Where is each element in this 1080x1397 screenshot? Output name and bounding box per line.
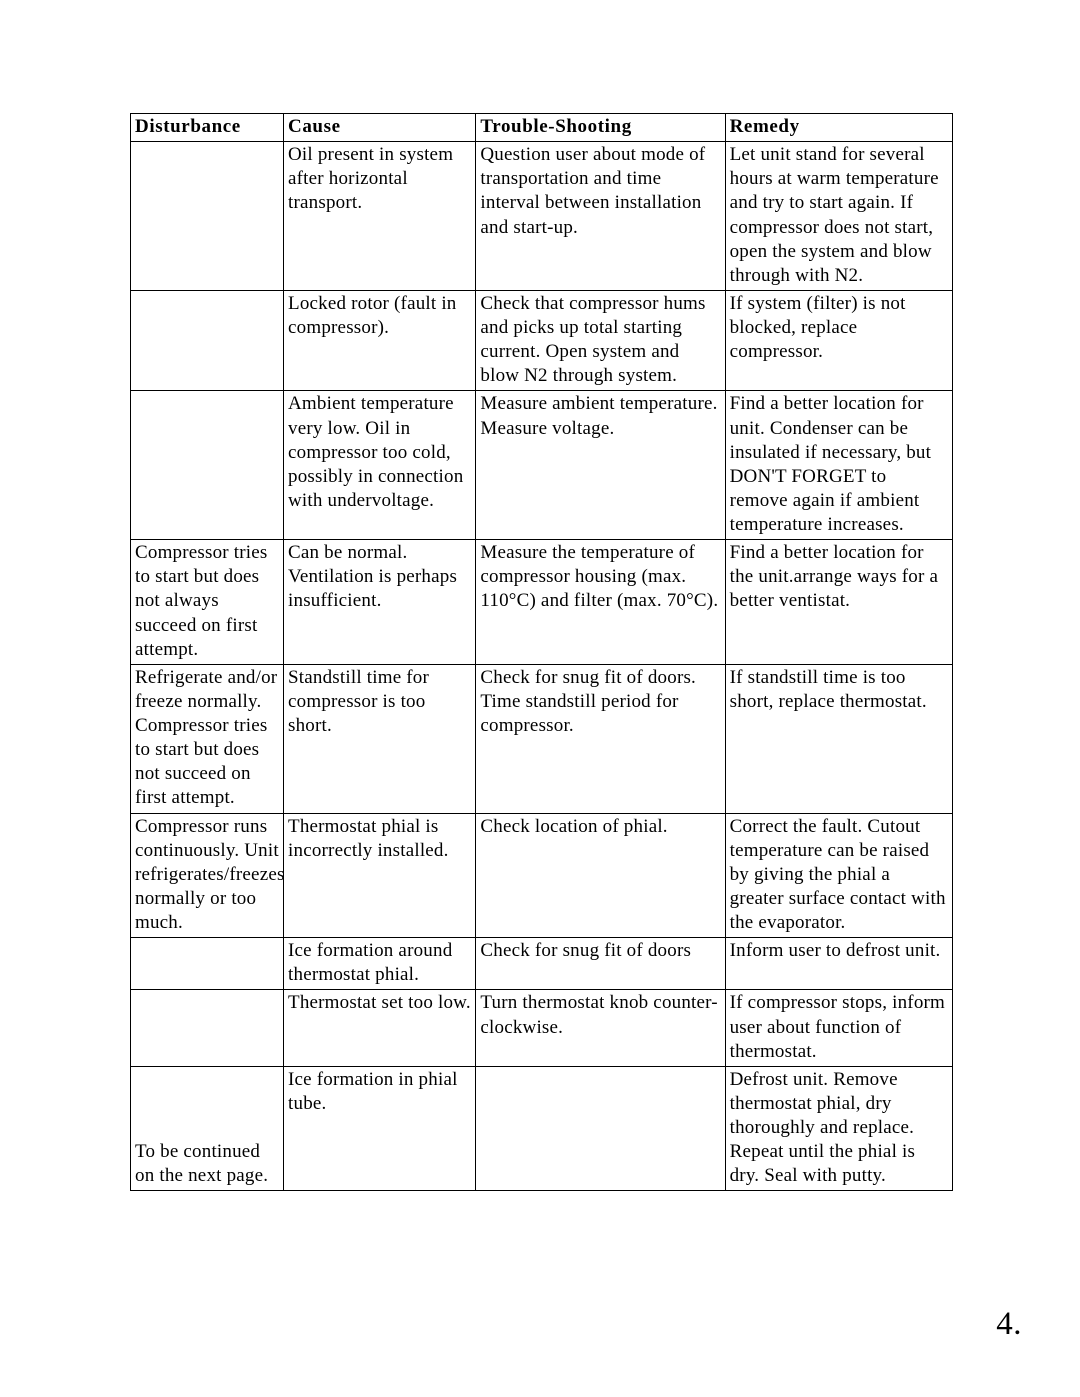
cell-disturbance xyxy=(131,142,284,291)
cell-disturbance-continued: To be continued on the next page. xyxy=(131,1066,284,1191)
cell-remedy: Find a better location for the unit.arra… xyxy=(725,540,952,665)
table-row: Ambient temperature very low. Oil in com… xyxy=(131,391,953,540)
cell-trouble: Turn thermostat knob counter-clockwise. xyxy=(476,990,725,1066)
page: Disturbance Cause Trouble-Shooting Remed… xyxy=(0,0,1080,1397)
cell-remedy: Correct the fault. Cutout temperature ca… xyxy=(725,813,952,938)
cell-disturbance xyxy=(131,990,284,1066)
troubleshooting-table: Disturbance Cause Trouble-Shooting Remed… xyxy=(130,113,953,1191)
cell-disturbance xyxy=(131,391,284,540)
cell-cause: Can be normal. Ventilation is perhaps in… xyxy=(284,540,476,665)
table-row: Locked rotor (fault in compressor). Chec… xyxy=(131,290,953,391)
table-row: Refrigerate and/or freeze normally. Comp… xyxy=(131,664,953,813)
table-row: Compressor runs continuously. Unit refri… xyxy=(131,813,953,938)
header-cause: Cause xyxy=(284,114,476,142)
page-number: 4. xyxy=(996,1306,1022,1343)
cell-cause: Thermostat phial is incorrectly installe… xyxy=(284,813,476,938)
cell-remedy: Let unit stand for several hours at warm… xyxy=(725,142,952,291)
table-row: To be continued on the next page. Ice fo… xyxy=(131,1066,953,1191)
cell-cause: Ice formation in phial tube. xyxy=(284,1066,476,1191)
cell-remedy: If system (filter) is not blocked, repla… xyxy=(725,290,952,391)
cell-remedy: If compressor stops, inform user about f… xyxy=(725,990,952,1066)
cell-trouble: Check location of phial. xyxy=(476,813,725,938)
table-row: Ice formation around thermostat phial. C… xyxy=(131,938,953,990)
cell-trouble: Check for snug fit of doors. Time stands… xyxy=(476,664,725,813)
cell-disturbance xyxy=(131,938,284,990)
header-disturbance: Disturbance xyxy=(131,114,284,142)
cell-trouble: Measure ambient temperature. Measure vol… xyxy=(476,391,725,540)
cell-trouble xyxy=(476,1066,725,1191)
header-remedy: Remedy xyxy=(725,114,952,142)
table-row: Oil present in system after horizontal t… xyxy=(131,142,953,291)
cell-cause: Ice formation around thermostat phial. xyxy=(284,938,476,990)
table-row: Compressor tries to start but does not a… xyxy=(131,540,953,665)
cell-cause: Thermostat set too low. xyxy=(284,990,476,1066)
cell-cause: Locked rotor (fault in compressor). xyxy=(284,290,476,391)
header-trouble: Trouble-Shooting xyxy=(476,114,725,142)
cell-remedy: Inform user to defrost unit. xyxy=(725,938,952,990)
cell-trouble: Check that compressor hums and picks up … xyxy=(476,290,725,391)
cell-cause: Standstill time for compressor is too sh… xyxy=(284,664,476,813)
table-header-row: Disturbance Cause Trouble-Shooting Remed… xyxy=(131,114,953,142)
cell-cause: Oil present in system after horizontal t… xyxy=(284,142,476,291)
cell-disturbance: Compressor runs continuously. Unit refri… xyxy=(131,813,284,938)
cell-trouble: Question user about mode of transportati… xyxy=(476,142,725,291)
cell-remedy: If standstill time is too short, replace… xyxy=(725,664,952,813)
cell-remedy: Find a better location for unit. Condens… xyxy=(725,391,952,540)
cell-trouble: Measure the temperature of compressor ho… xyxy=(476,540,725,665)
table-row: Thermostat set too low. Turn thermostat … xyxy=(131,990,953,1066)
cell-disturbance: Compressor tries to start but does not a… xyxy=(131,540,284,665)
cell-disturbance: Refrigerate and/or freeze normally. Comp… xyxy=(131,664,284,813)
cell-remedy: Defrost unit. Remove thermostat phial, d… xyxy=(725,1066,952,1191)
cell-trouble: Check for snug fit of doors xyxy=(476,938,725,990)
cell-disturbance xyxy=(131,290,284,391)
cell-cause: Ambient temperature very low. Oil in com… xyxy=(284,391,476,540)
